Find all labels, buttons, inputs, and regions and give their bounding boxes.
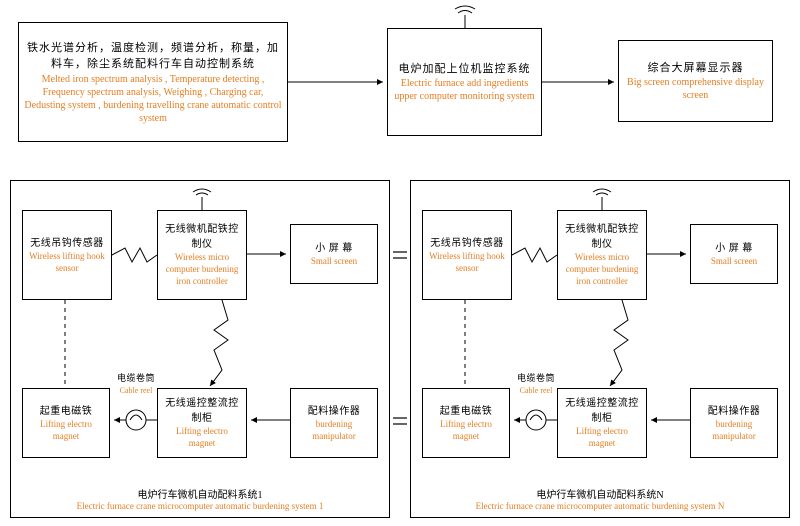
sn-cable-label: 电缆卷筒 Cable reel (508, 372, 564, 396)
sn-cable-en: Cable reel (508, 386, 564, 396)
s1-controller: 无线微机配铁控制仪 Wireless micro computer burden… (157, 210, 247, 300)
top-mid-box: 电炉加配上位机监控系统 Electric furnace add ingredi… (387, 28, 542, 136)
top-right-en: Big screen comprehensive display screen (623, 76, 768, 102)
top-left-cn: 铁水光谱分析，温度检测，频谱分析，称量，加料车，除尘系统配料行车自动控制系统 (23, 40, 283, 73)
sysn-cn: 电炉行车微机自动配料系统N (411, 486, 789, 501)
s1-man-cn: 配料操作器 (308, 404, 361, 419)
sn-mag-en: Lifting electro magnet (427, 419, 505, 442)
top-right-box: 综合大屏幕显示器 Big screen comprehensive displa… (618, 40, 773, 122)
s1-cabinet: 无线遥控整流控制柜 Lifting electro magnet (157, 388, 247, 458)
sys1-en: Electric furnace crane microcomputer aut… (11, 501, 389, 511)
sn-magnet: 起重电磁铁 Lifting electro magnet (422, 388, 510, 458)
top-right-cn: 综合大屏幕显示器 (648, 60, 744, 77)
s1-cab-en: Lifting electro magnet (162, 426, 242, 449)
s1-smallscreen: 小 屏 幕 Small screen (290, 224, 378, 284)
s1-cable-label: 电缆卷筒 Cable reel (108, 372, 164, 396)
sysn-en: Electric furnace crane microcomputer aut… (411, 501, 789, 511)
sn-hook-en: Wireless lifting hook sensor (427, 251, 507, 274)
sn-cabinet: 无线遥控整流控制柜 Lifting electro magnet (557, 388, 647, 458)
sn-mag-cn: 起重电磁铁 (440, 404, 493, 419)
s1-mag-cn: 起重电磁铁 (40, 404, 93, 419)
sn-man-en: burdening manipulator (695, 419, 773, 442)
sn-ctrl-cn: 无线微机配铁控制仪 (562, 222, 642, 252)
s1-manip: 配料操作器 burdening manipulator (290, 388, 378, 458)
sn-controller: 无线微机配铁控制仪 Wireless micro computer burden… (557, 210, 647, 300)
s1-magnet: 起重电磁铁 Lifting electro magnet (22, 388, 110, 458)
sn-cab-cn: 无线遥控整流控制柜 (562, 396, 642, 426)
s1-hook-en: Wireless lifting hook sensor (27, 251, 107, 274)
sn-cable-cn: 电缆卷筒 (508, 372, 564, 386)
s1-ctrl-cn: 无线微机配铁控制仪 (162, 222, 242, 252)
sn-hook: 无线吊钩传感器 Wireless lifting hook sensor (422, 210, 512, 300)
s1-cable-en: Cable reel (108, 386, 164, 396)
s1-mag-en: Lifting electro magnet (27, 419, 105, 442)
s1-ss-en: Small screen (311, 256, 357, 268)
s1-man-en: burdening manipulator (295, 419, 373, 442)
sn-cab-en: Lifting electro magnet (562, 426, 642, 449)
sys1-cn: 电炉行车微机自动配料系统1 (11, 486, 389, 501)
top-left-en: Melted iron spectrum analysis , Temperat… (23, 73, 283, 125)
s1-ss-cn: 小 屏 幕 (315, 241, 353, 256)
sn-man-cn: 配料操作器 (708, 404, 761, 419)
sn-ss-cn: 小 屏 幕 (715, 241, 753, 256)
top-mid-cn: 电炉加配上位机监控系统 (399, 61, 531, 78)
sn-manip: 配料操作器 burdening manipulator (690, 388, 778, 458)
sn-hook-cn: 无线吊钩传感器 (430, 236, 504, 251)
top-left-box: 铁水光谱分析，温度检测，频谱分析，称量，加料车，除尘系统配料行车自动控制系统 M… (18, 22, 288, 142)
sn-ss-en: Small screen (711, 256, 757, 268)
sn-smallscreen: 小 屏 幕 Small screen (690, 224, 778, 284)
s1-hook-cn: 无线吊钩传感器 (30, 236, 104, 251)
s1-cable-cn: 电缆卷筒 (108, 372, 164, 386)
sn-ctrl-en: Wireless micro computer burdening iron c… (562, 252, 642, 287)
s1-cab-cn: 无线遥控整流控制柜 (162, 396, 242, 426)
top-mid-en: Electric furnace add ingredients upper c… (392, 77, 537, 103)
s1-hook: 无线吊钩传感器 Wireless lifting hook sensor (22, 210, 112, 300)
s1-ctrl-en: Wireless micro computer burdening iron c… (162, 252, 242, 287)
